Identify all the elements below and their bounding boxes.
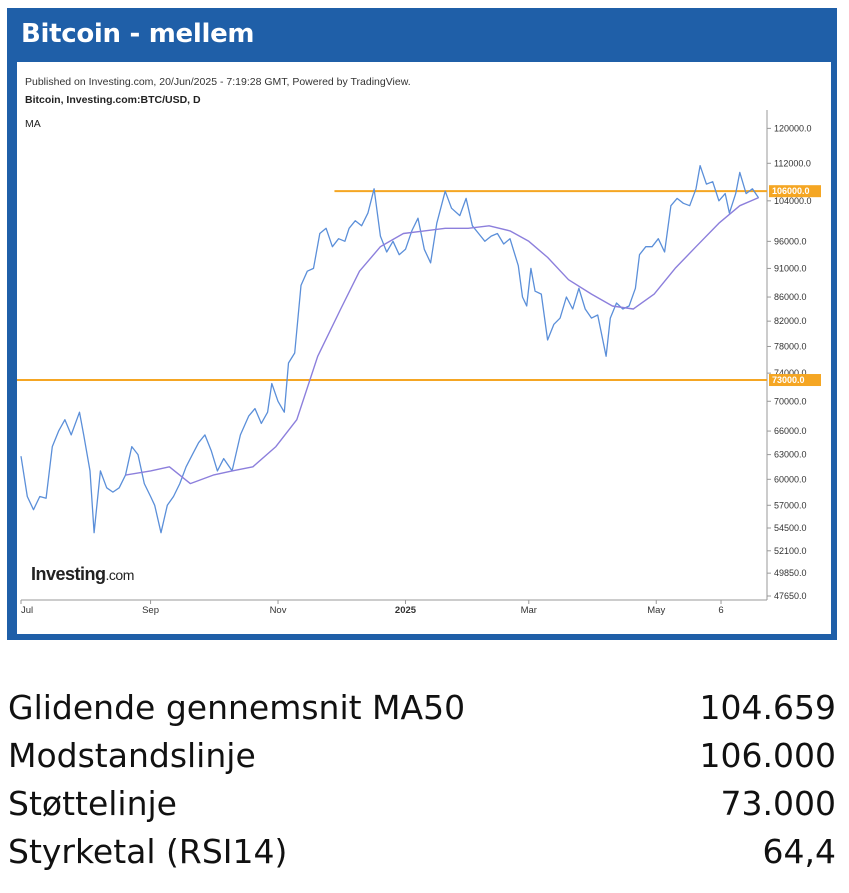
logo-suffix: .com xyxy=(105,567,135,583)
level-price-label: 106000.0 xyxy=(772,186,810,196)
level-price-tag xyxy=(769,374,821,387)
stat-label: Støttelinje xyxy=(8,783,177,823)
indicator-label: MA xyxy=(25,118,41,130)
y-tick-label: 74000.0 xyxy=(774,368,807,378)
stat-label: Glidende gennemsnit MA50 xyxy=(8,687,466,727)
ma50-series-line xyxy=(125,196,759,485)
stat-value: 104.659 xyxy=(699,687,836,727)
x-tick-label: Sep xyxy=(142,605,159,616)
price-chart: 120000.0 112000.0 104000.0 96000.0 91000.0 86… xyxy=(17,110,821,616)
x-tick-label: 2025 xyxy=(395,605,417,616)
y-tick-label: 47650.0 xyxy=(774,591,807,601)
stat-row-ma50: Glidende gennemsnit MA50 104.659 xyxy=(8,683,836,731)
y-tick-label: 82000.0 xyxy=(774,316,807,326)
stats-table: Glidende gennemsnit MA50 104.659 Modstan… xyxy=(8,683,836,875)
y-tick-label: 91000.0 xyxy=(774,263,807,273)
stat-row-rsi: Styrketal (RSI14) 64,4 xyxy=(8,827,836,875)
y-tick-label: 57000.0 xyxy=(774,500,807,510)
x-tick-label: May xyxy=(647,605,665,616)
stat-value: 64,4 xyxy=(762,831,836,871)
panel-title: Bitcoin - mellem xyxy=(21,19,255,49)
price-series-line xyxy=(20,164,760,534)
y-tick-label: 52100.0 xyxy=(774,546,807,556)
stat-label: Modstandslinje xyxy=(8,735,256,775)
stat-row-resistance: Modstandslinje 106.000 xyxy=(8,731,836,779)
investing-logo: Investing.com xyxy=(31,564,134,585)
y-tick-label: 54500.0 xyxy=(774,523,807,533)
y-tick-label: 78000.0 xyxy=(774,341,807,351)
stat-value: 106.000 xyxy=(699,735,836,775)
y-tick-label: 70000.0 xyxy=(774,396,807,406)
chart-panel: Bitcoin - mellem 120000.0 112000.0 104000.… xyxy=(7,8,837,640)
y-tick-label: 66000.0 xyxy=(774,426,807,436)
x-tick-label: Mar xyxy=(521,605,537,616)
y-tick-label: 86000.0 xyxy=(774,292,807,302)
published-note: Published on Investing.com, 20/Jun/2025 … xyxy=(25,76,411,88)
y-tick-label: 63000.0 xyxy=(774,450,807,460)
chart-area: 120000.0 112000.0 104000.0 96000.0 91000.0 86… xyxy=(17,62,831,634)
y-tick-label: 120000.0 xyxy=(774,123,812,133)
level-price-label: 73000.0 xyxy=(772,375,805,385)
y-tick-label: 96000.0 xyxy=(774,236,807,246)
stat-row-support: Støttelinje 73.000 xyxy=(8,779,836,827)
y-tick-label: 49850.0 xyxy=(774,568,807,578)
level-price-tag xyxy=(769,185,821,198)
x-tick-label: Nov xyxy=(270,605,287,616)
y-tick-label: 104000.0 xyxy=(774,196,812,206)
y-tick-label: 60000.0 xyxy=(774,474,807,484)
stat-label: Styrketal (RSI14) xyxy=(8,831,288,871)
stat-value: 73.000 xyxy=(720,783,836,823)
symbol-label: Bitcoin, Investing.com:BTC/USD, D xyxy=(25,94,201,106)
x-tick-label: 6 xyxy=(718,605,723,616)
logo-main: Investing xyxy=(31,564,106,584)
x-tick-label: Jul xyxy=(21,605,33,616)
y-tick-label: 112000.0 xyxy=(774,158,811,168)
